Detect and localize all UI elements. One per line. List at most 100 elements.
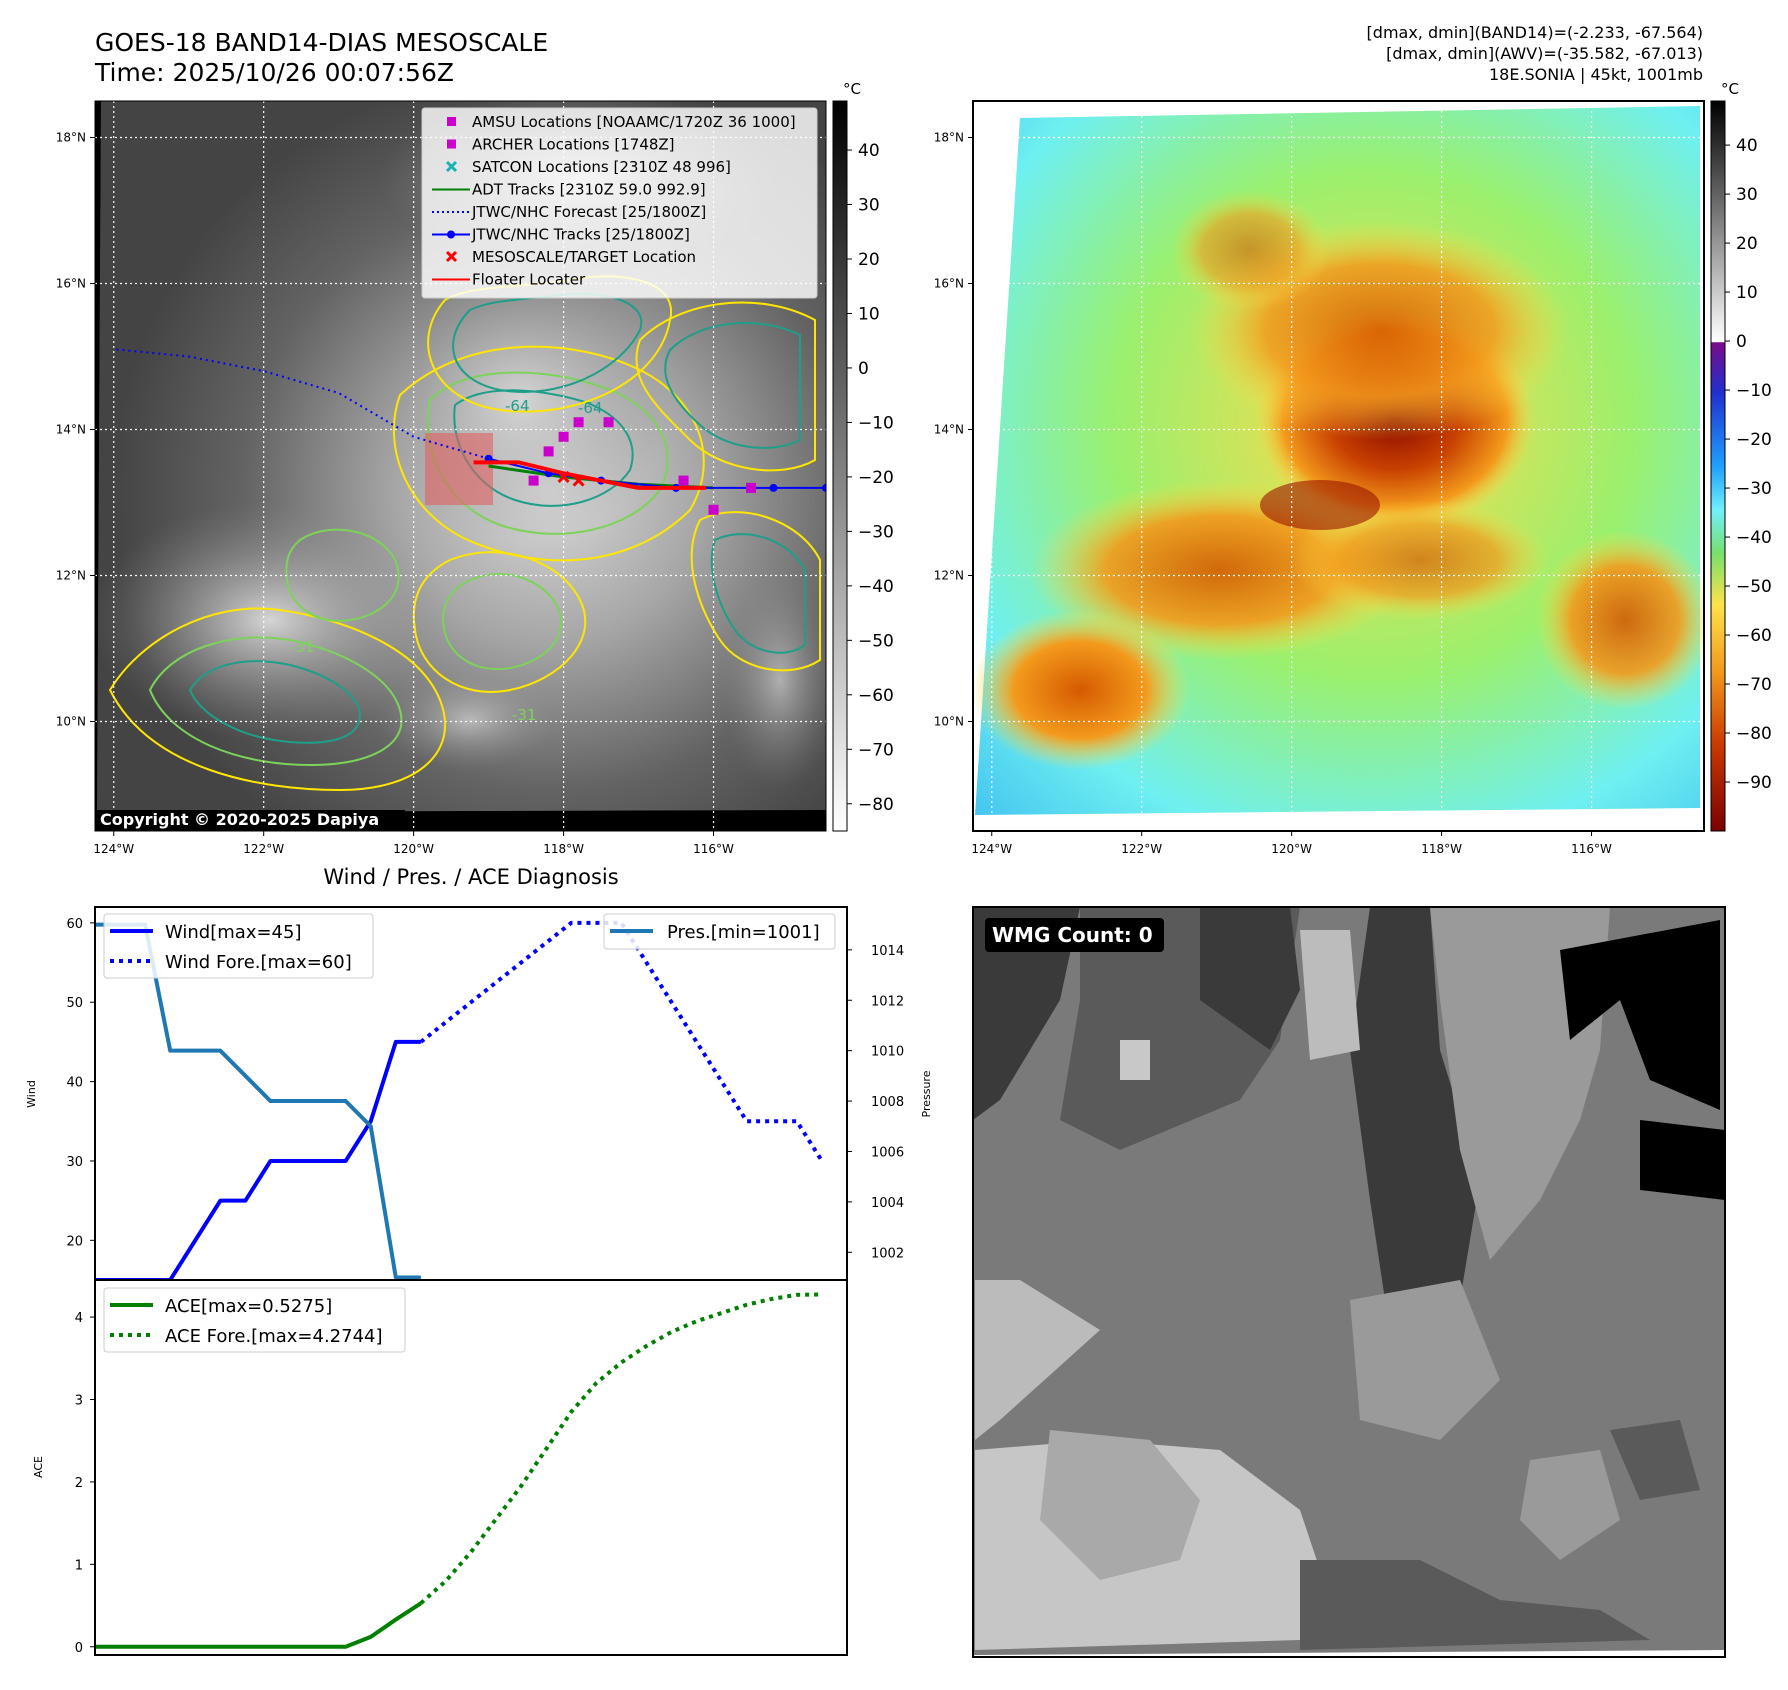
legend-marker (447, 117, 456, 126)
y-tick-label: 20 (66, 1234, 83, 1249)
ace-legend: ACE[max=0.5275] ACE Fore.[max=4.2744] (103, 1287, 406, 1353)
amsu-marker (543, 446, 554, 457)
awv-map-panel: 124°W 122°W 120°W 118°W 116°W 18°N 16°N 14°N 12°… (934, 80, 1772, 856)
amsu-marker (528, 475, 539, 486)
legend-label: ADT Tracks [2310Z 59.0 992.9] (472, 181, 706, 199)
series-line-2 (95, 922, 421, 1280)
colorbar-tick-label: 20 (1736, 234, 1758, 254)
y2-tick-label: 1010 (871, 1045, 904, 1060)
stats-band14: [dmax, dmin](BAND14)=(-2.233, -67.564) (1367, 23, 1703, 42)
lat-tick-label: 18°N (934, 131, 964, 145)
legend-label: AMSU Locations [NOAAMC/1720Z 36 1000] (472, 113, 796, 131)
target-marker (572, 474, 585, 487)
amsu-marker (678, 475, 689, 486)
legend-ace-forecast: ACE Fore.[max=4.2744] (165, 1326, 383, 1347)
ir-axis-ticks: 124°W 122°W 120°W 118°W 116°W 18°N 16°N 14°N 12°… (56, 131, 734, 857)
y2-tick-label: 1006 (871, 1145, 904, 1160)
colorbar-tick-label: 30 (858, 196, 880, 216)
y-tick-label: 60 (66, 917, 83, 932)
colorbar-tick-label: 0 (1736, 332, 1747, 352)
contour-label: -64 (505, 397, 530, 415)
lon-tick-label: 118°W (1421, 842, 1462, 856)
colorbar-tick-label: −50 (1736, 577, 1772, 597)
colorbar-tick-label: −80 (1736, 724, 1772, 744)
colorbar-tick-label: −30 (1736, 479, 1772, 499)
jtwc-track-point (769, 483, 778, 492)
lon-tick-label: 122°W (1121, 842, 1162, 856)
legend-wind: Wind[max=45] (165, 922, 302, 943)
lon-tick-label: 122°W (243, 842, 284, 856)
figure-title: GOES-18 BAND14-DIAS MESOSCALE (95, 28, 548, 57)
wmg-count: WMG Count: 0 (992, 923, 1153, 947)
legend-marker (445, 160, 458, 173)
floater-box (425, 433, 493, 505)
ir-colorbar-ticks: 40 30 20 10 0 −10 −20 −30 −40 −50 −60 −70 −80 (847, 141, 894, 815)
colorbar-tick-label: −50 (858, 631, 894, 651)
colorbar-tick-label: −40 (858, 577, 894, 597)
colorbar-tick-label: 10 (858, 304, 880, 324)
legend-label: SATCON Locations [2310Z 48 996] (472, 158, 731, 176)
target-marker (557, 470, 570, 484)
colorbar-tick-label: 30 (1736, 185, 1758, 205)
y2-tick-label: 1012 (871, 994, 904, 1009)
contour-label: -64 (578, 399, 603, 417)
wind-legend: Wind[max=45] Wind Fore.[max=60] (103, 913, 374, 979)
ace-axis-label: ACE (32, 1456, 45, 1478)
colorbar-tick-label: −70 (1736, 675, 1772, 695)
y-tick-label: 40 (66, 1076, 83, 1091)
awv-axis-ticks: 124°W 122°W 120°W 118°W 116°W 18°N 16°N 14°N 12°… (934, 131, 1612, 857)
lat-tick-label: 18°N (56, 131, 86, 145)
colorbar-tick-label: 40 (858, 141, 880, 161)
colorbar-tick-label: −10 (1736, 381, 1772, 401)
awv-colorbar (1710, 100, 1726, 832)
ir-map-panel: -64 -64 -31 -31 Copyright © 2020-2025 Da… (56, 80, 894, 856)
colorbar-tick-label: −90 (1736, 773, 1772, 793)
wind-axis-label: Wind (25, 1080, 38, 1108)
colorbar-tick-label: −30 (858, 522, 894, 542)
y2-tick-label: 1002 (871, 1246, 904, 1261)
contour-label: -31 (290, 638, 315, 656)
y2-tick-label: 1008 (871, 1095, 904, 1110)
awv-gridlines (973, 101, 1704, 831)
map-legend: AMSU Locations [NOAAMC/1720Z 36 1000] ARC… (421, 107, 818, 299)
y-tick-label: 4 (75, 1311, 83, 1326)
contour-label: -31 (512, 706, 537, 724)
lat-tick-label: 12°N (56, 569, 86, 583)
lat-tick-label: 16°N (934, 277, 964, 291)
legend-ace: ACE[max=0.5275] (165, 1296, 332, 1317)
copyright: Copyright © 2020-2025 Dapiya (100, 810, 379, 829)
amsu-marker (573, 417, 584, 428)
colorbar-tick-label: −60 (858, 686, 894, 706)
legend-label: ARCHER Locations [1748Z] (472, 136, 675, 154)
pressure-legend: Pres.[min=1001] (603, 913, 836, 950)
amsu-marker (603, 417, 614, 428)
wmg-panel: WMG Count: 0 (972, 906, 1726, 1658)
lat-tick-label: 14°N (934, 423, 964, 437)
lat-tick-label: 12°N (934, 569, 964, 583)
y-tick-label: 0 (75, 1641, 83, 1656)
floater-line (473, 460, 707, 490)
legend-label: JTWC/NHC Forecast [25/1800Z] (471, 203, 706, 221)
bt-contours (108, 275, 821, 792)
stats-awv: [dmax, dmin](AWV)=(-35.582, -67.013) (1386, 44, 1703, 63)
legend-wind-forecast: Wind Fore.[max=60] (165, 952, 352, 973)
lat-tick-label: 14°N (56, 423, 86, 437)
series-line-0 (95, 1601, 422, 1649)
y-tick-label: 2 (75, 1476, 83, 1491)
series-line-0 (95, 1039, 421, 1280)
lat-tick-label: 16°N (56, 277, 86, 291)
lon-tick-label: 118°W (543, 842, 584, 856)
colorbar-tick-label: −80 (858, 795, 894, 815)
colorbar-tick-label: 20 (858, 250, 880, 270)
amsu-marker (746, 482, 757, 493)
y-tick-label: 1 (75, 1558, 83, 1573)
lon-tick-label: 116°W (693, 842, 734, 856)
jtwc-forecast-line (113, 348, 489, 460)
pressure-axis-label: Pressure (920, 1070, 933, 1117)
lat-tick-label: 10°N (56, 715, 86, 729)
colorbar-tick-label: −60 (1736, 626, 1772, 646)
diagnosis-title: Wind / Pres. / ACE Diagnosis (323, 865, 618, 889)
contour-labels: -64 -64 -31 -31 (290, 397, 603, 724)
awv-colorbar-unit: °C (1721, 80, 1739, 98)
colorbar-tick-label: −20 (858, 468, 894, 488)
